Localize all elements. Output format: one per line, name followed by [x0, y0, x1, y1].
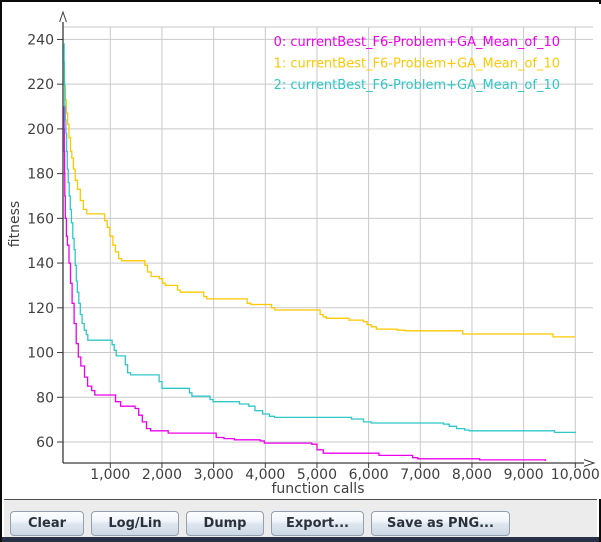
series-curve-0 — [63, 105, 546, 461]
x-tick-label: 5,000 — [297, 467, 337, 483]
y-tick-label: 120 — [27, 301, 54, 317]
x-tick-label: 4,000 — [245, 467, 285, 483]
y-tick-label: 140 — [27, 256, 54, 272]
legend-entry-1: 1: currentBest_F6-Problem+GA_Mean_of_10 — [274, 57, 560, 72]
toolbar: Clear Log/Lin Dump Export... Save as PNG… — [4, 499, 597, 540]
y-tick-label: 200 — [27, 122, 54, 138]
y-tick-label: 220 — [27, 77, 54, 93]
y-tick-label: 60 — [36, 435, 54, 451]
x-axis-title: function calls — [272, 481, 365, 497]
x-tick-label: 7,000 — [400, 467, 440, 483]
legend-entry-2: 2: currentBest_F6-Problem+GA_Mean_of_10 — [274, 78, 560, 93]
fitness-chart: 60 80 100 120 140 160 180 200 220 240 1,000 2,000 3,… — [7, 10, 600, 497]
series-curve-1 — [63, 70, 576, 338]
y-axis-title: fitness — [7, 201, 23, 247]
window-bottom-edge — [2, 537, 599, 542]
y-tick-label: 160 — [27, 211, 54, 227]
x-tick-label: 2,000 — [142, 467, 182, 483]
save-as-png-button[interactable]: Save as PNG... — [371, 511, 510, 536]
legend-entry-0: 0: currentBest_F6-Problem+GA_Mean_of_10 — [274, 35, 560, 50]
series-curve-2 — [63, 43, 576, 434]
y-axis-arrow-icon — [59, 10, 67, 23]
dump-button[interactable]: Dump — [186, 511, 264, 536]
clear-button[interactable]: Clear — [10, 511, 84, 536]
log-lin-button[interactable]: Log/Lin — [91, 511, 179, 536]
y-tick-label: 100 — [27, 346, 54, 362]
export-button[interactable]: Export... — [271, 511, 364, 536]
x-tick-label: 1,000 — [90, 467, 130, 483]
x-axis-arrow-icon — [583, 459, 596, 467]
x-tick-label: 6,000 — [349, 467, 389, 483]
y-tick-label: 240 — [27, 32, 54, 48]
x-tick-label: 10,000 — [551, 467, 600, 483]
fitness-chart-panel: 60 80 100 120 140 160 180 200 220 240 1,000 2,000 3,… — [4, 4, 601, 499]
x-tick-label: 3,000 — [194, 467, 234, 483]
y-tick-label: 80 — [36, 390, 54, 406]
y-tick-label: 180 — [27, 167, 54, 183]
x-tick-label: 9,000 — [504, 467, 544, 483]
x-tick-label: 8,000 — [452, 467, 492, 483]
